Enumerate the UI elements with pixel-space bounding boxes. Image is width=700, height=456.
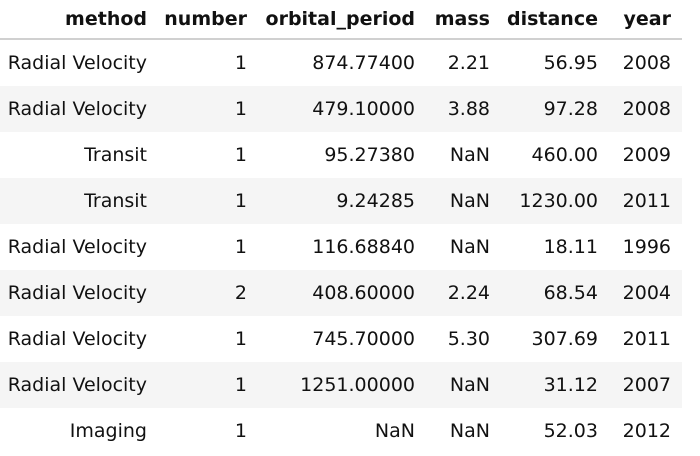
table-cell: 2008	[622, 52, 671, 74]
table-row: Radial Velocity 1 1251.00000 NaN 31.12 2007	[0, 362, 682, 408]
header-row: method number orbital_period mass distance ye…	[0, 0, 682, 40]
table-cell: 1	[234, 144, 247, 166]
table-cell: 1251.00000	[300, 374, 415, 396]
table-cell: 2012	[622, 420, 671, 442]
data-table: method number orbital_period mass distance ye…	[0, 0, 682, 454]
table-cell: 1	[234, 374, 247, 396]
table-cell: 52.03	[543, 420, 598, 442]
table-cell: 1	[234, 98, 247, 120]
table-cell: Radial Velocity	[7, 328, 147, 350]
table-cell: Transit	[84, 144, 147, 166]
table-cell: 2007	[622, 374, 671, 396]
table-cell: 1	[234, 328, 247, 350]
table-cell: 874.77400	[312, 52, 415, 74]
table-cell: 5.30	[447, 328, 490, 350]
column-header: distance	[501, 0, 609, 40]
table-cell: 56.95	[543, 52, 598, 74]
table-cell: Transit	[84, 190, 147, 212]
table-row: Radial Velocity 2 408.60000 2.24 68.54 2004	[0, 270, 682, 316]
table-cell: 479.10000	[312, 98, 415, 120]
table-cell: NaN	[449, 374, 490, 396]
table-cell: Radial Velocity	[7, 374, 147, 396]
table-cell: NaN	[449, 144, 490, 166]
column-header: year	[609, 0, 682, 40]
table-cell: Radial Velocity	[7, 52, 147, 74]
table-cell: 1	[234, 190, 247, 212]
table-row: Radial Velocity 1 116.68840 NaN 18.11 1996	[0, 224, 682, 270]
table-body: Radial Velocity 1 874.77400 2.21 56.95 2008 Ra…	[0, 39, 682, 454]
table-cell: Radial Velocity	[7, 282, 147, 304]
table-cell: 116.68840	[312, 236, 415, 258]
table-cell: 2008	[622, 98, 671, 120]
column-header: number	[158, 0, 258, 40]
table-row: Imaging 1 NaN NaN 52.03 2012	[0, 408, 682, 454]
table-cell: 95.27380	[324, 144, 415, 166]
table-row: Radial Velocity 1 479.10000 3.88 97.28 2008	[0, 86, 682, 132]
table-cell: 1230.00	[519, 190, 598, 212]
table-cell: 68.54	[543, 282, 598, 304]
table-cell: 2009	[622, 144, 671, 166]
table-cell: 2011	[622, 328, 671, 350]
table-cell: 18.11	[543, 236, 598, 258]
table-cell: 460.00	[531, 144, 598, 166]
table-cell: 2	[234, 282, 247, 304]
table-cell: NaN	[449, 236, 490, 258]
table-cell: 307.69	[531, 328, 598, 350]
table-cell: Radial Velocity	[7, 236, 147, 258]
table-cell: 1	[234, 420, 247, 442]
table-header: method number orbital_period mass distance ye…	[0, 0, 682, 40]
table-row: Radial Velocity 1 874.77400 2.21 56.95 2008	[0, 39, 682, 86]
table-cell: Imaging	[69, 420, 147, 442]
column-header: method	[0, 0, 158, 40]
table-cell: 1	[234, 236, 247, 258]
table-cell: 1996	[622, 236, 671, 258]
table-cell: 408.60000	[312, 282, 415, 304]
table-cell: 9.24285	[336, 190, 415, 212]
table-row: Transit 1 9.24285 NaN 1230.00 2011	[0, 178, 682, 224]
column-header: orbital_period	[258, 0, 426, 40]
table-cell: 2.21	[447, 52, 490, 74]
table-cell: 745.70000	[312, 328, 415, 350]
table-cell: NaN	[449, 190, 490, 212]
table-row: Transit 1 95.27380 NaN 460.00 2009	[0, 132, 682, 178]
table-cell: NaN	[449, 420, 490, 442]
table-cell: 97.28	[543, 98, 598, 120]
table-cell: NaN	[374, 420, 415, 442]
table-cell: 1	[234, 52, 247, 74]
table-cell: 2004	[622, 282, 671, 304]
table-cell: 31.12	[543, 374, 598, 396]
column-header: mass	[426, 0, 501, 40]
table-row: Radial Velocity 1 745.70000 5.30 307.69 2011	[0, 316, 682, 362]
table-cell: 2.24	[447, 282, 490, 304]
table-cell: 2011	[622, 190, 671, 212]
table-cell: 3.88	[447, 98, 490, 120]
table-cell: Radial Velocity	[7, 98, 147, 120]
